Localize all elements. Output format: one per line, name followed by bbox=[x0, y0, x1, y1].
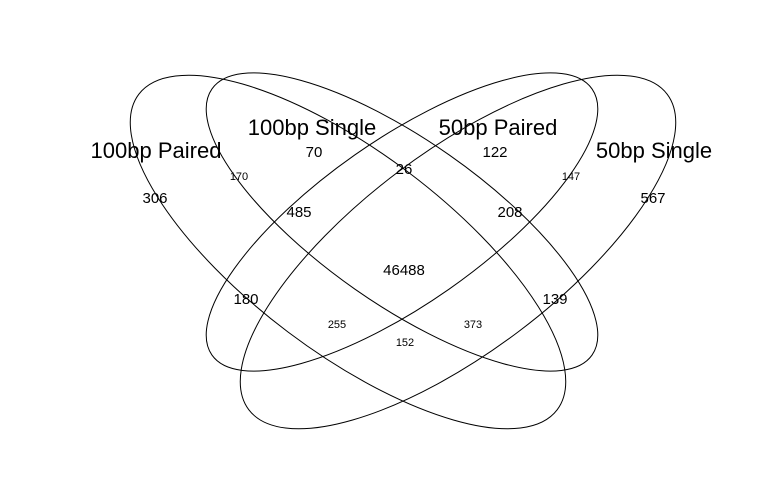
region-count-bc: 26 bbox=[396, 161, 413, 178]
set-ellipse-50bp-paired bbox=[205, 72, 599, 372]
region-count-ad: 152 bbox=[396, 337, 414, 349]
region-count-b-only: 70 bbox=[306, 144, 323, 161]
set-label-100bp-single: 100bp Single bbox=[248, 115, 376, 140]
region-count-cd: 147 bbox=[562, 171, 580, 183]
set-label-100bp-paired: 100bp Paired bbox=[91, 138, 222, 163]
set-ellipse-50bp-single bbox=[239, 74, 677, 430]
region-count-bcd: 208 bbox=[497, 204, 522, 221]
region-count-abd: 373 bbox=[464, 319, 482, 331]
set-ellipse-100bp-single bbox=[205, 72, 599, 372]
set-ellipse-100bp-paired bbox=[129, 74, 567, 430]
region-count-bd: 139 bbox=[542, 291, 567, 308]
region-count-d-only: 567 bbox=[640, 190, 665, 207]
region-count-c-only: 122 bbox=[482, 144, 507, 161]
region-count-abc: 485 bbox=[286, 204, 311, 221]
region-count-ab: 170 bbox=[230, 171, 248, 183]
region-count-a-only: 306 bbox=[142, 190, 167, 207]
region-count-acd: 255 bbox=[328, 319, 346, 331]
set-label-50bp-paired: 50bp Paired bbox=[439, 115, 558, 140]
set-label-50bp-single: 50bp Single bbox=[596, 138, 712, 163]
region-count-ac: 180 bbox=[233, 291, 258, 308]
region-count-abcd: 46488 bbox=[383, 262, 425, 279]
